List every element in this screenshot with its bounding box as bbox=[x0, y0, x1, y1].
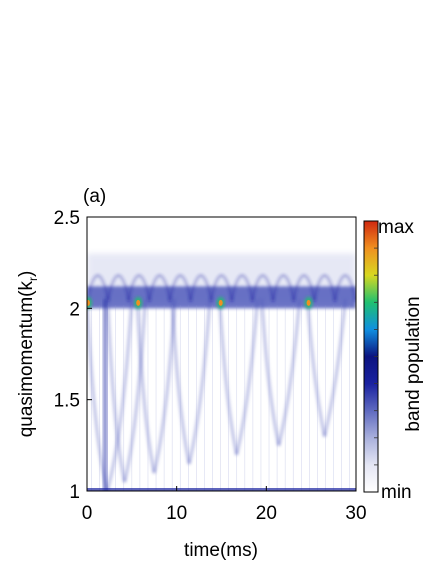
arch-stroke bbox=[123, 299, 147, 483]
y-axis-label-main: quasimomentum(k bbox=[16, 281, 37, 438]
arch-stroke bbox=[235, 299, 259, 455]
arch-stroke bbox=[323, 299, 347, 437]
y-axis-label: quasimomentum(kr) bbox=[16, 271, 40, 438]
colorbar-title: band population bbox=[403, 296, 424, 431]
arch-stroke bbox=[260, 299, 280, 446]
arch-stroke bbox=[277, 299, 301, 446]
y-tick-label: 2 bbox=[69, 299, 80, 320]
x-tick-label: 30 bbox=[345, 503, 366, 524]
revival-wave bbox=[168, 274, 192, 302]
x-axis: 0 10 20 30 bbox=[82, 486, 367, 524]
arch-stroke bbox=[306, 299, 326, 437]
arch-stroke bbox=[106, 299, 133, 491]
x-tick-label: 0 bbox=[82, 503, 93, 524]
colorbar-max-label: max bbox=[378, 217, 414, 238]
revival-wave bbox=[230, 274, 254, 302]
heatmap-layer bbox=[87, 253, 356, 491]
arch-stroke bbox=[106, 299, 126, 483]
heatmap-plot bbox=[86, 216, 357, 492]
revival-wave bbox=[209, 274, 234, 302]
revival-wave bbox=[189, 274, 213, 302]
y-axis-label-close: ) bbox=[16, 271, 37, 277]
y-tick-label: 1.5 bbox=[54, 391, 80, 412]
hotspot bbox=[304, 296, 313, 309]
x-axis-label: time(ms) bbox=[184, 540, 258, 561]
hotspot bbox=[87, 296, 92, 309]
hotspot bbox=[134, 296, 143, 309]
y-axis: 1 1.5 2 2.5 bbox=[54, 208, 92, 503]
panel-label: (a) bbox=[83, 186, 106, 207]
revival-wave bbox=[333, 274, 356, 302]
revival-wave bbox=[271, 274, 295, 302]
plot-frame bbox=[86, 216, 357, 492]
colorbar-ticks bbox=[374, 247, 378, 466]
colorbar: max min band population bbox=[363, 217, 424, 503]
y-tick-label: 1 bbox=[69, 482, 80, 503]
hotspot bbox=[216, 296, 225, 309]
colorbar-min-label: min bbox=[381, 482, 412, 503]
initial-streak bbox=[103, 299, 108, 491]
y-axis-label-subscript: r bbox=[26, 277, 40, 281]
bottom-edge-population bbox=[87, 488, 356, 491]
x-tick-label: 20 bbox=[256, 503, 277, 524]
revival-wave bbox=[148, 274, 172, 302]
arch-stroke bbox=[188, 299, 211, 464]
x-tick-label: 10 bbox=[166, 503, 187, 524]
revival-wave bbox=[87, 274, 110, 302]
arch-stroke bbox=[136, 299, 156, 473]
arch-stroke bbox=[171, 299, 191, 464]
revival-wave bbox=[251, 274, 275, 302]
revival-wave bbox=[313, 274, 337, 302]
revival-wave bbox=[127, 274, 151, 302]
y-tick-label: 2.5 bbox=[54, 208, 80, 229]
arch-stroke bbox=[218, 299, 238, 455]
revival-wave bbox=[292, 274, 316, 302]
revival-wave bbox=[106, 274, 130, 302]
